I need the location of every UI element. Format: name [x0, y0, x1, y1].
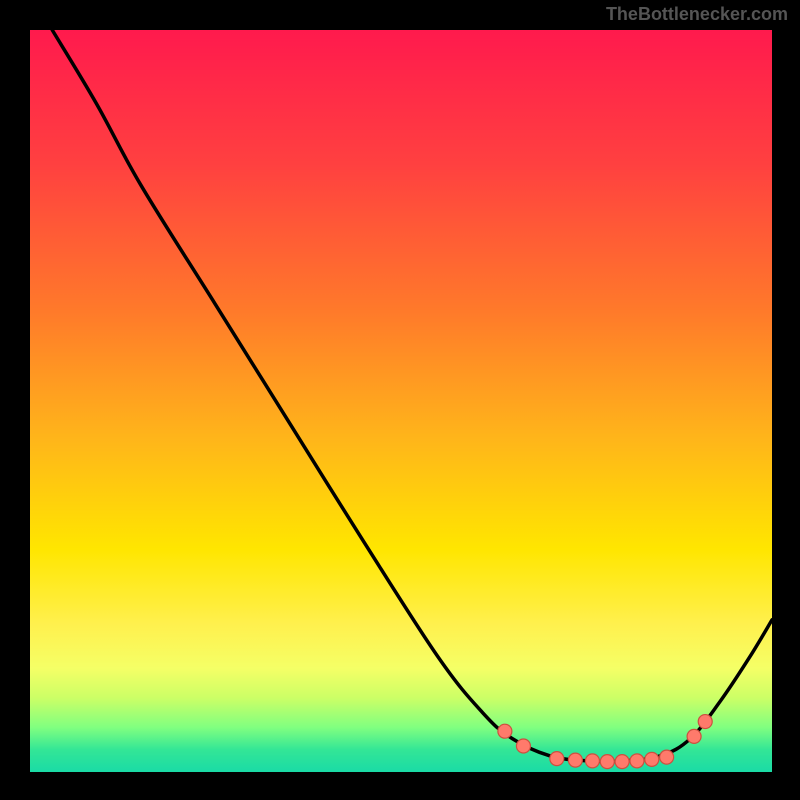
- data-marker: [687, 729, 701, 743]
- data-marker: [630, 754, 644, 768]
- data-marker: [568, 753, 582, 767]
- data-marker: [600, 755, 614, 769]
- plot-background: [30, 30, 772, 772]
- data-marker: [498, 724, 512, 738]
- data-marker: [615, 755, 629, 769]
- chart-svg: [0, 0, 800, 800]
- data-marker: [698, 715, 712, 729]
- data-marker: [660, 750, 674, 764]
- data-marker: [585, 754, 599, 768]
- watermark-text: TheBottlenecker.com: [606, 4, 788, 25]
- chart-container: TheBottlenecker.com: [0, 0, 800, 800]
- data-marker: [550, 752, 564, 766]
- data-marker: [516, 739, 530, 753]
- data-marker: [645, 752, 659, 766]
